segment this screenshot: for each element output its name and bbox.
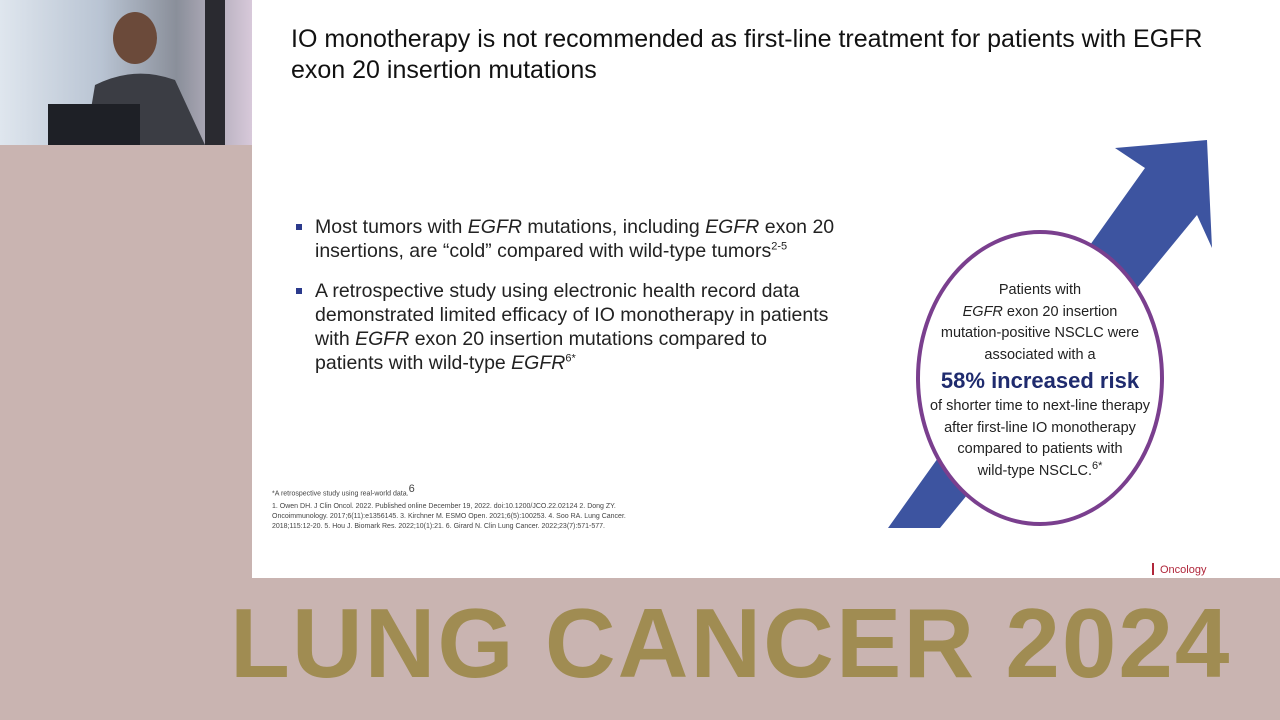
laptop — [48, 104, 140, 145]
callout-line: associated with a — [920, 345, 1160, 367]
references: 1. Owen DH. J Clin Oncol. 2022. Publishe… — [272, 502, 626, 532]
text-run: exon 20 insertions, are “cold” compared … — [315, 216, 835, 262]
banner: LUNG CANCER 2024 — [230, 588, 1232, 698]
text-run: 58% increased risk — [940, 368, 1140, 393]
speaker-video — [0, 0, 252, 145]
callout: Patients with EGFR exon 20 insertion mutat… — [920, 280, 1160, 482]
bullet-list: Most tumors with EGFR mutations, includi… — [294, 215, 839, 391]
text-run: EGFR — [355, 328, 410, 350]
slide: IO monotherapy is not recommended as fir… — [252, 0, 1280, 578]
footnote: *A retrospective study using real-world … — [272, 484, 415, 498]
text-run: *A retrospective study using real-world … — [272, 490, 409, 498]
bullet: Most tumors with EGFR mutations, includi… — [294, 215, 839, 263]
callout-line: of shorter time to next-line therapy — [920, 396, 1160, 418]
text-run: of shorter time to next-line therapy — [929, 398, 1151, 414]
reference-line: 2018;115:12-20. 5. Hou J. Biomark Res. 2… — [272, 523, 605, 530]
text-run: 6 — [408, 483, 415, 495]
reference-line: 1. Owen DH. J Clin Oncol. 2022. Publishe… — [272, 503, 616, 510]
text-run: compared to patients with — [957, 441, 1123, 457]
text-run: 6* — [1092, 459, 1103, 472]
callout-line: Patients with — [920, 280, 1160, 302]
text-run: associated with a — [984, 346, 1096, 363]
callout-circle — [916, 230, 1164, 526]
pillar — [205, 0, 225, 145]
text-run: EGFR — [467, 216, 522, 238]
text-run: exon 20 insertion — [1002, 303, 1118, 320]
callout-line: wild-type NSCLC.6* — [920, 459, 1160, 483]
text-run: EGFR — [511, 352, 566, 374]
callout-line: EGFR exon 20 insertion — [920, 302, 1160, 324]
brand: Oncology — [1152, 563, 1206, 576]
video-scene — [48, 0, 225, 145]
reference-line: Oncoimmunology. 2017;6(11):e1356145. 3. … — [272, 513, 626, 520]
text-run: A retrospective study using electronic h… — [315, 280, 829, 350]
callout-line: 58% increased risk — [920, 366, 1160, 396]
callout-line: after first-line IO monotherapy — [920, 418, 1160, 440]
head — [113, 12, 157, 64]
text-run: 2-5 — [771, 240, 788, 253]
slide-title: IO monotherapy is not recommended as fir… — [291, 25, 1203, 84]
text-run: mutations, including — [521, 216, 706, 238]
callout-line: compared to patients with — [920, 439, 1160, 461]
bullet: A retrospective study using electronic h… — [294, 279, 839, 375]
text-run: Most tumors with — [315, 216, 468, 238]
text-run: Patients with — [998, 282, 1082, 298]
text-run: wild-type NSCLC. — [977, 462, 1092, 479]
text-run: EGFR — [705, 216, 760, 238]
text-run: after first-line IO monotherapy — [944, 419, 1136, 436]
callout-line: mutation-positive NSCLC were — [920, 323, 1160, 345]
text-run: EGFR — [962, 303, 1003, 320]
text-run: mutation-positive NSCLC were — [940, 325, 1140, 341]
text-run: exon 20 insertion mutations compared to … — [315, 328, 767, 374]
slide-graphic — [888, 140, 1212, 528]
text-run: 6* — [565, 352, 576, 365]
